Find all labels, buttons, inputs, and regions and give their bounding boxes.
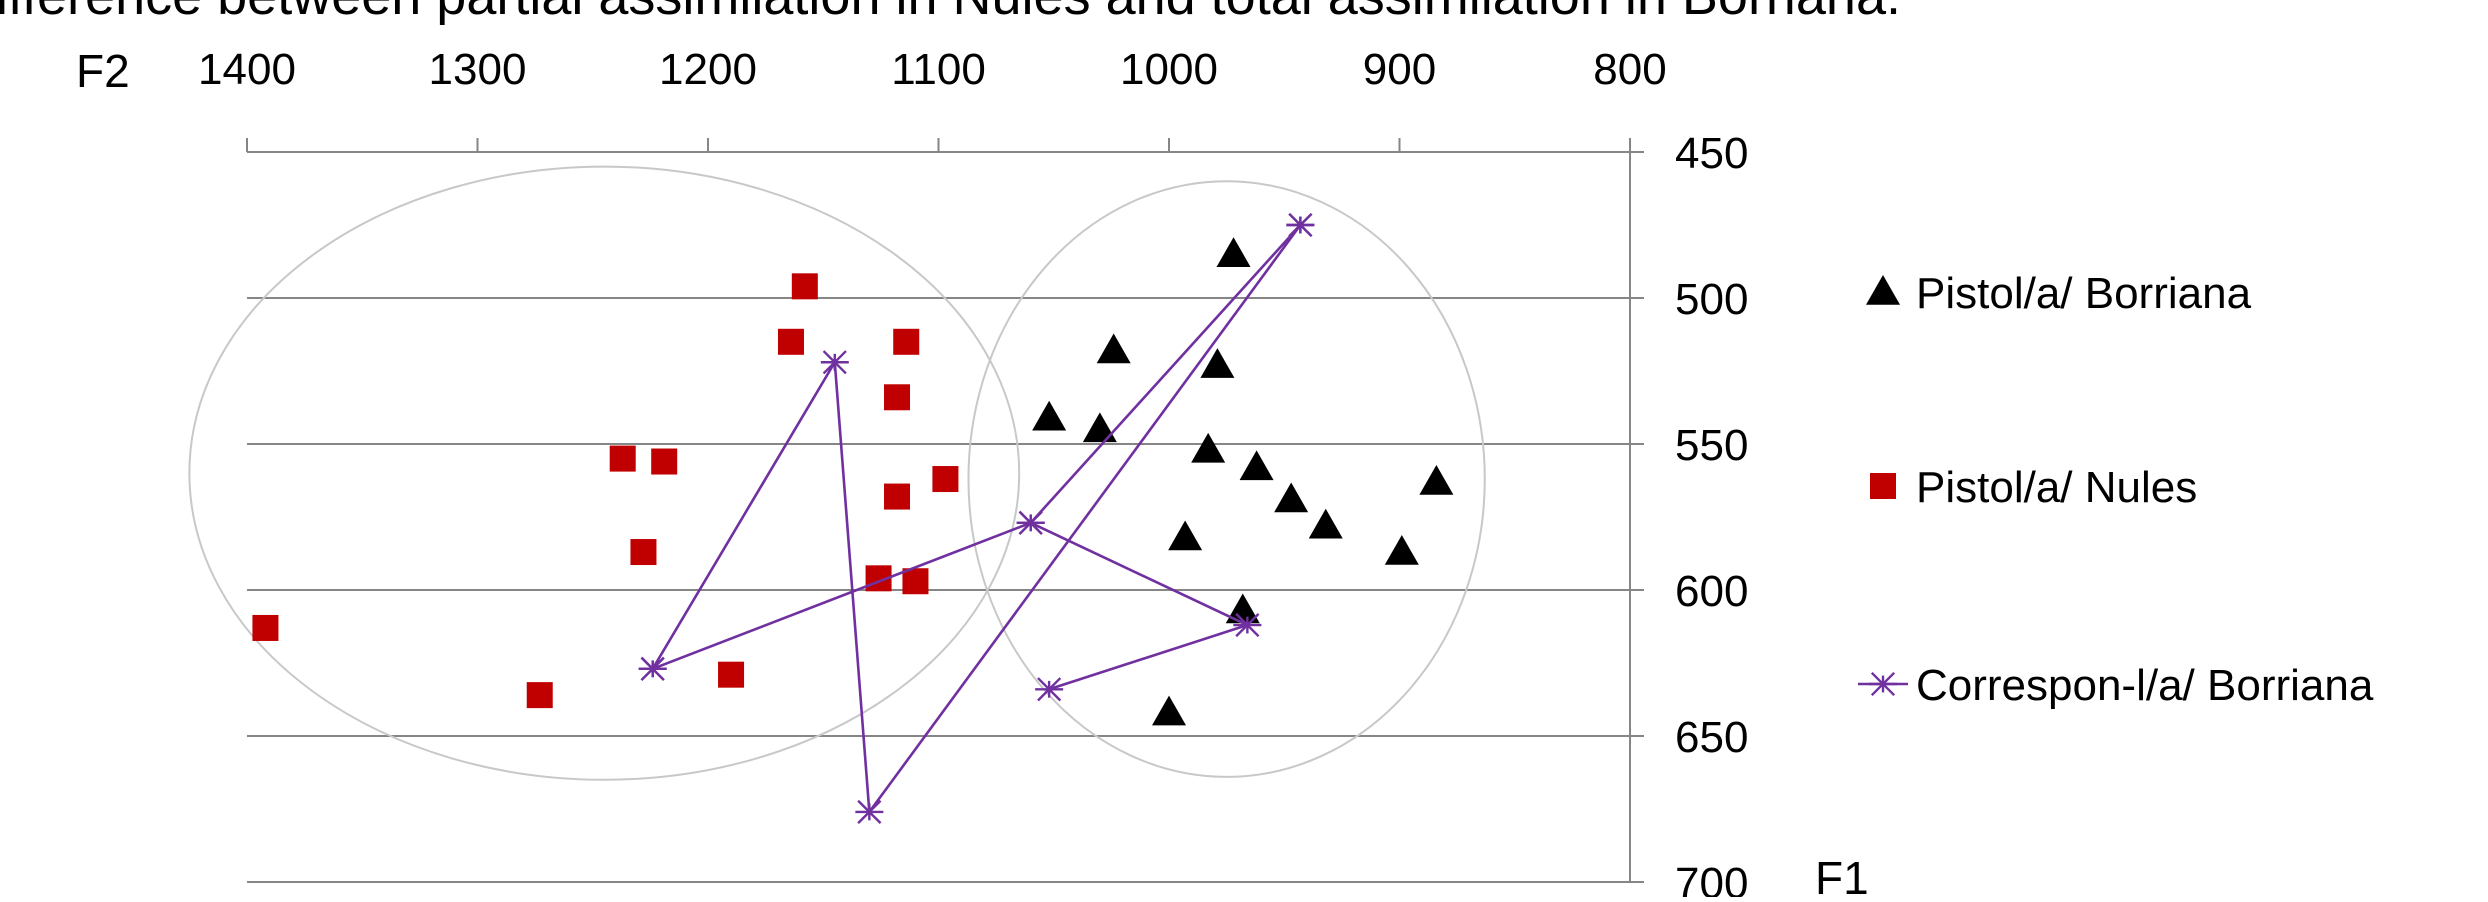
y-axis-title: F1: [1815, 852, 1869, 897]
legend-item-1: Pistol/a/ Borriana: [1866, 269, 2252, 318]
legend: Pistol/a/ Borriana Pistol/a/ Nules Corresp…: [1858, 269, 2374, 710]
series-3-point-10: [1035, 677, 1064, 702]
legend-label-1: Pistol/a/ Borriana: [1916, 269, 2252, 318]
series-2-point-6: [651, 448, 678, 475]
x-tick-label-900: 900: [1363, 45, 1436, 94]
series-1-point-7: [1239, 450, 1274, 481]
series-2-point-9: [630, 539, 657, 566]
series-1-point-6: [1191, 432, 1226, 463]
x-tick-label-1200: 1200: [659, 45, 757, 94]
series-2-point-4: [884, 384, 911, 411]
series-2-point-8: [884, 483, 911, 510]
legend-item-2: Pistol/a/ Nules: [1870, 463, 2197, 512]
series-2-point-5: [609, 445, 636, 472]
x-tick-label-1000: 1000: [1120, 45, 1218, 94]
series-3-point-7: [638, 656, 667, 681]
series-2-point-12: [252, 614, 279, 641]
series-2-point-1: [791, 273, 818, 300]
y-tick-label-500: 500: [1675, 275, 1748, 324]
series-1-point-9: [1308, 508, 1343, 539]
legend-label-2: Pistol/a/ Nules: [1916, 463, 2197, 512]
x-tick-label-1100: 1100: [891, 45, 986, 94]
series-1-point-3: [1200, 348, 1235, 378]
series-line-3: [651, 224, 1302, 816]
figure-caption-cut: ifference between partial assimilation i…: [0, 0, 1901, 26]
series-2: [252, 273, 959, 709]
cluster-ellipse-1: [188, 165, 1021, 781]
series-2-point-13: [718, 661, 745, 688]
series-1-point-4: [1032, 400, 1067, 431]
series-marks: [252, 212, 1454, 824]
series-3-point-2: [820, 350, 849, 375]
y-tick-label-650: 650: [1675, 713, 1748, 762]
series-2-point-14: [526, 682, 553, 709]
y-tick-label-550: 550: [1675, 421, 1748, 470]
gridlines: [247, 297, 1630, 883]
legend-marker-2: [1870, 473, 1896, 499]
y-tick-label-700: 700: [1675, 859, 1748, 897]
series-1-point-2: [1096, 333, 1131, 364]
series-3-point-3: [855, 799, 884, 824]
series-1-point-11: [1384, 535, 1419, 565]
legend-marker-3: [1869, 671, 1897, 697]
series-1-point-10: [1419, 464, 1454, 495]
series-2-point-2: [777, 328, 804, 355]
series-3-point-5: [1286, 212, 1315, 238]
x-tick-label-800: 800: [1593, 45, 1666, 94]
series-1-point-1: [1216, 237, 1251, 267]
y-tick-label-450: 450: [1675, 129, 1748, 178]
x-axis-title: F2: [76, 45, 130, 97]
x-tick-label-1400: 1400: [198, 45, 296, 94]
series-1: [1032, 237, 1454, 726]
series-1-point-13: [1225, 593, 1260, 624]
series-1-point-8: [1274, 482, 1309, 513]
series-3: [638, 212, 1315, 824]
series-3-point-8: [1016, 510, 1045, 535]
series-1-point-14: [1152, 695, 1186, 726]
series-3-point-9: [1233, 612, 1262, 638]
legend-item-3: Correspon-l/a/ Borriana: [1858, 661, 2374, 710]
legend-label-3: Correspon-l/a/ Borriana: [1916, 661, 2374, 710]
x-tick-label-1300: 1300: [429, 45, 527, 94]
series-1-point-12: [1168, 520, 1203, 551]
cluster-ellipse-2: [967, 180, 1486, 778]
series-1-point-5: [1082, 412, 1117, 443]
series-2-point-7: [932, 466, 959, 493]
cluster-ellipses: [188, 165, 1486, 781]
legend-marker-1: [1866, 275, 1900, 305]
y-tick-label-600: 600: [1675, 567, 1748, 616]
series-2-point-11: [902, 568, 929, 595]
series-2-point-3: [893, 328, 920, 355]
